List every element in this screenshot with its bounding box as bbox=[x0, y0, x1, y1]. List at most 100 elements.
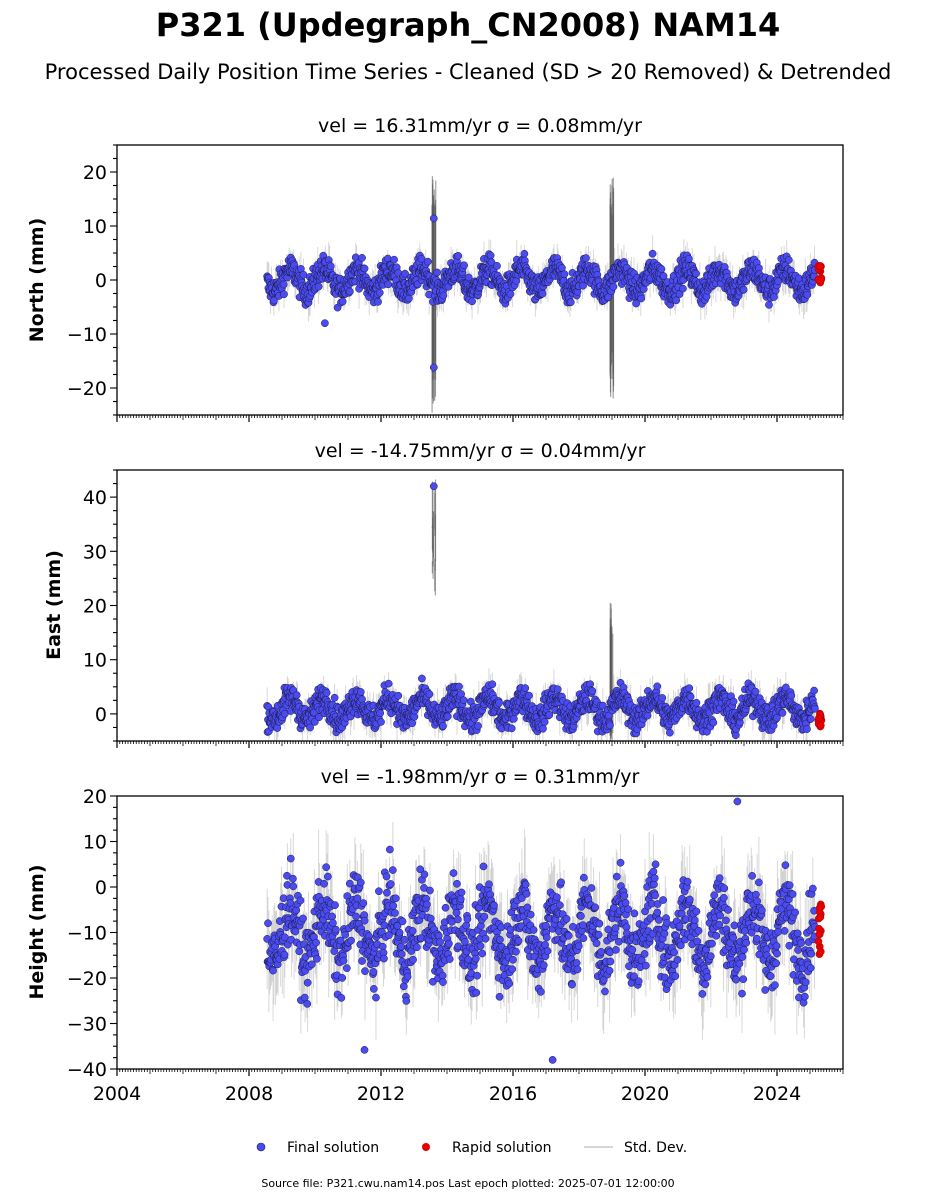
east-final-point bbox=[598, 701, 607, 710]
north-final-point bbox=[506, 290, 515, 298]
east-final-point bbox=[787, 691, 796, 700]
north-final-point bbox=[345, 287, 354, 296]
north-final-point bbox=[279, 280, 288, 289]
north-final-point bbox=[280, 290, 288, 299]
north-final-point bbox=[464, 273, 473, 282]
north-final-point bbox=[679, 284, 687, 293]
north-final-point bbox=[433, 268, 441, 277]
east-final-point bbox=[729, 697, 738, 706]
north-final-point bbox=[270, 296, 278, 305]
north-final-point bbox=[486, 251, 495, 260]
north-final-point bbox=[739, 285, 748, 294]
north-final-point bbox=[538, 289, 547, 298]
north-rapid-point bbox=[814, 275, 823, 284]
north-final-point bbox=[692, 269, 700, 278]
north-final-point bbox=[401, 269, 409, 278]
east-final-point bbox=[811, 704, 819, 713]
north-panel: vel = 16.31mm/yr σ = 0.08mm/yr North (mm… bbox=[26, 115, 844, 422]
north-panel-title: vel = 16.31mm/yr σ = 0.08mm/yr bbox=[318, 115, 642, 137]
north-ytick-label: −20 bbox=[67, 378, 107, 400]
north-outlier-point bbox=[429, 214, 438, 223]
north-plot-area bbox=[263, 176, 826, 413]
east-final-point bbox=[545, 711, 554, 719]
north-final-point bbox=[454, 251, 463, 260]
east-final-point bbox=[606, 721, 614, 730]
east-final-point bbox=[782, 683, 790, 692]
east-final-point bbox=[408, 719, 417, 728]
north-final-point bbox=[675, 290, 684, 298]
east-final-point bbox=[315, 713, 323, 722]
east-final-point bbox=[509, 714, 518, 723]
north-final-point bbox=[770, 293, 778, 301]
height-panel: vel = -1.98mm/yr σ = 0.31mm/yr Height (m… bbox=[26, 766, 844, 1105]
east-final-point bbox=[643, 711, 652, 720]
north-final-point bbox=[423, 257, 432, 266]
east-final-point bbox=[539, 724, 547, 733]
north-final-point bbox=[338, 297, 347, 306]
east-final-point bbox=[540, 718, 549, 726]
east-final-point bbox=[773, 713, 781, 722]
height-ylabel: Height (mm) bbox=[26, 864, 48, 999]
east-final-point bbox=[803, 725, 811, 733]
north-ylabel: North (mm) bbox=[26, 218, 48, 343]
east-panel-title: vel = -14.75mm/yr σ = 0.04mm/yr bbox=[315, 440, 646, 462]
east-rapid-point bbox=[817, 721, 825, 730]
north-final-point bbox=[326, 262, 335, 271]
east-ytick-label: 40 bbox=[83, 487, 107, 509]
east-ytick-label: 10 bbox=[83, 650, 107, 672]
north-final-point bbox=[468, 297, 476, 306]
east-final-point bbox=[384, 679, 393, 688]
east-final-point bbox=[439, 722, 447, 730]
north-final-point bbox=[648, 249, 657, 258]
east-final-point bbox=[425, 690, 434, 698]
figure-subtitle: Processed Daily Position Time Series - C… bbox=[45, 60, 892, 84]
east-final-point bbox=[488, 680, 497, 689]
north-final-point bbox=[657, 265, 666, 273]
north-outlier-point bbox=[321, 319, 329, 328]
east-final-point bbox=[709, 718, 718, 727]
north-final-point bbox=[404, 294, 413, 303]
east-final-point bbox=[778, 709, 787, 717]
north-final-point bbox=[314, 282, 323, 291]
east-final-point bbox=[394, 691, 403, 700]
east-final-point bbox=[653, 682, 662, 691]
north-outlier-point bbox=[429, 363, 438, 372]
east-final-point bbox=[810, 686, 818, 695]
east-rapid-points bbox=[814, 709, 826, 731]
east-outlier-point bbox=[429, 482, 438, 491]
east-final-point bbox=[322, 688, 331, 697]
north-final-point bbox=[659, 272, 668, 280]
north-final-point bbox=[803, 290, 812, 299]
north-final-point bbox=[774, 277, 783, 286]
north-final-point bbox=[417, 254, 426, 263]
east-final-point bbox=[330, 693, 339, 702]
east-final-point bbox=[358, 695, 366, 704]
north-final-point bbox=[639, 285, 648, 293]
north-final-point bbox=[672, 296, 681, 305]
east-final-point bbox=[474, 722, 482, 730]
east-final-point bbox=[685, 684, 694, 693]
east-final-point bbox=[455, 682, 463, 691]
east-final-point bbox=[418, 674, 426, 683]
north-final-point bbox=[520, 249, 529, 258]
north-final-point bbox=[765, 300, 773, 309]
north-final-point bbox=[560, 270, 569, 278]
east-final-point bbox=[686, 692, 695, 701]
east-final-point bbox=[692, 698, 701, 707]
east-ytick-label: 20 bbox=[83, 596, 107, 618]
north-final-point bbox=[360, 264, 369, 273]
east-final-point bbox=[292, 691, 301, 699]
north-final-point bbox=[685, 254, 693, 263]
east-ytick-label: 30 bbox=[83, 541, 107, 563]
east-final-point bbox=[666, 728, 674, 737]
north-ytick-label: 0 bbox=[95, 270, 107, 292]
east-final-point bbox=[376, 709, 385, 717]
east-final-point bbox=[443, 712, 452, 721]
north-final-point bbox=[632, 299, 640, 308]
east-final-point bbox=[507, 724, 516, 733]
east-final-point bbox=[495, 698, 503, 707]
east-final-point bbox=[356, 688, 365, 696]
east-final-point bbox=[806, 715, 815, 723]
east-final-point bbox=[588, 687, 597, 695]
